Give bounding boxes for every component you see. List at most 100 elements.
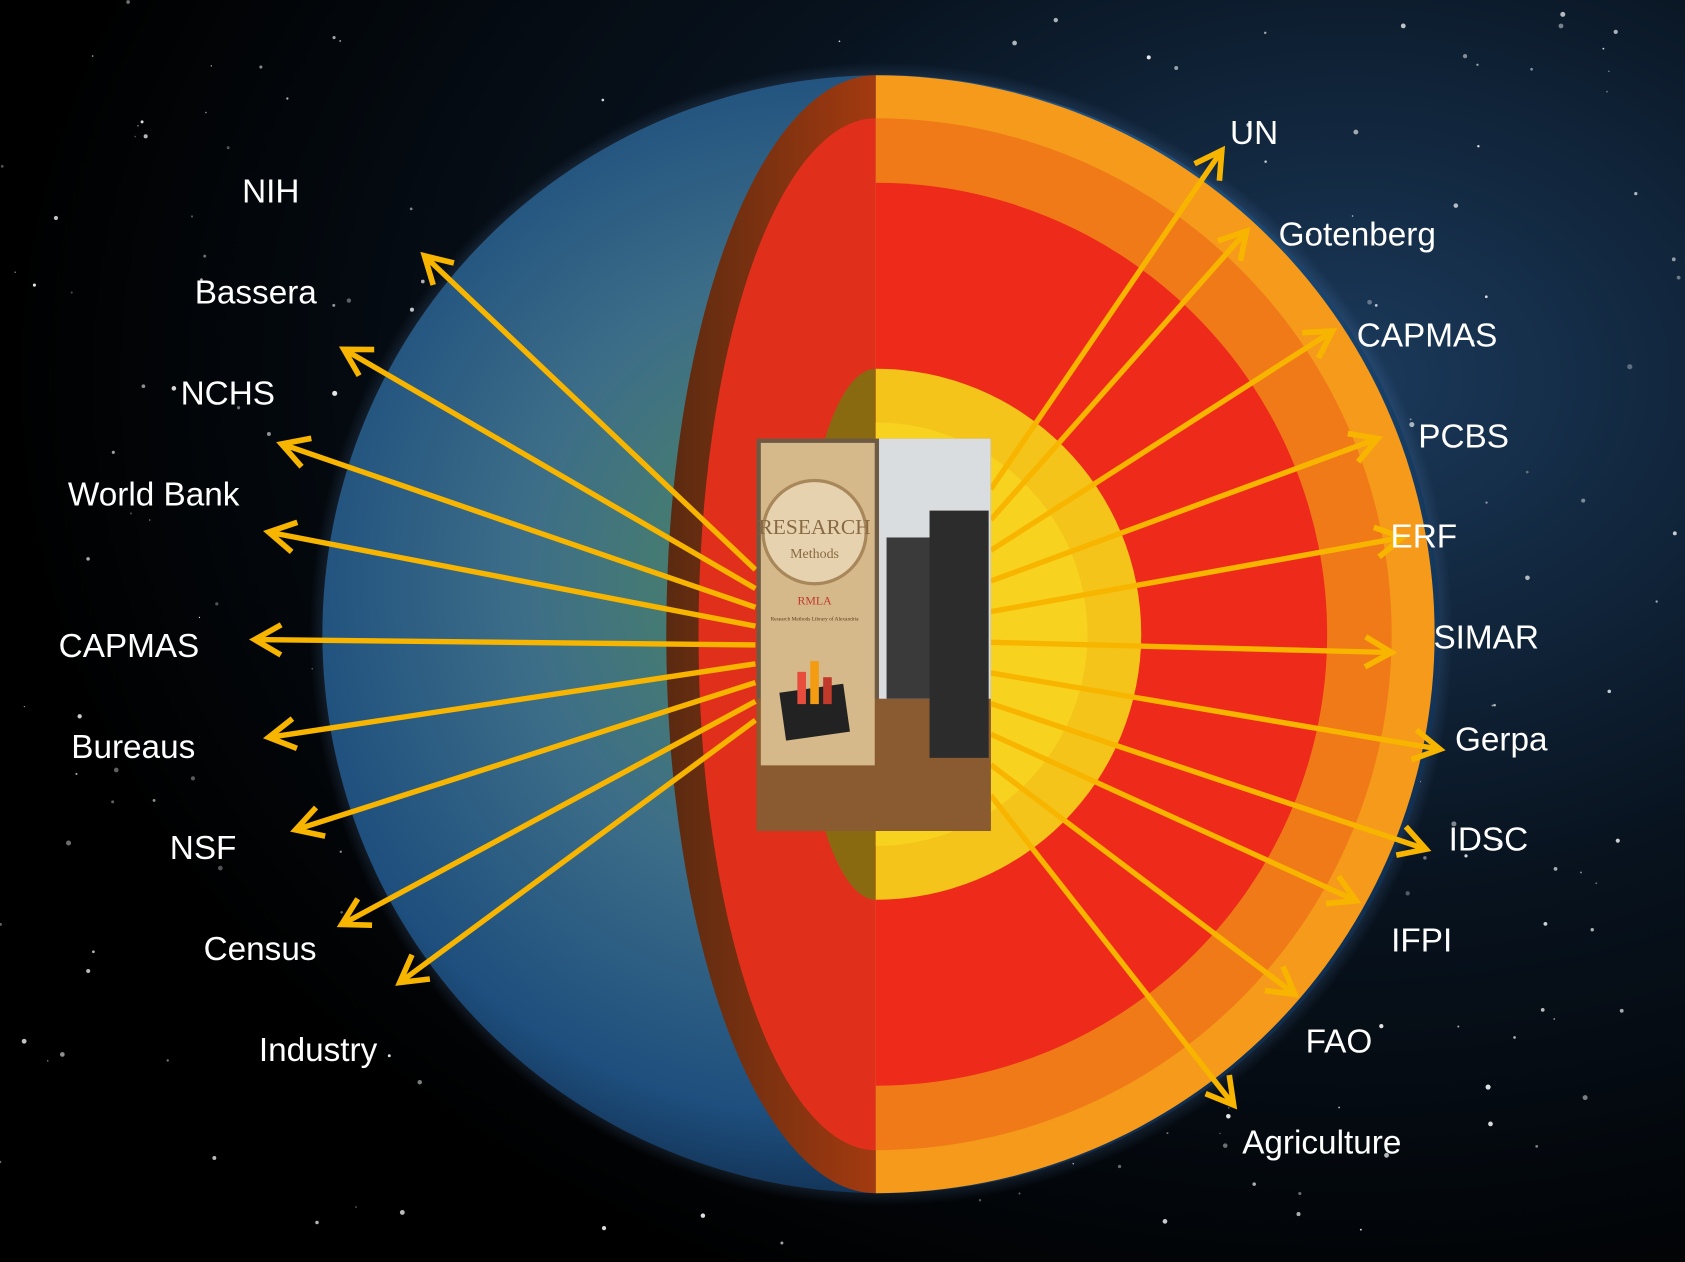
star: [1222, 1143, 1228, 1148]
star: [1580, 871, 1582, 874]
star: [1497, 842, 1502, 847]
source-label: IFPI: [1391, 923, 1452, 960]
star: [1018, 1192, 1021, 1195]
source-label: Census: [204, 931, 317, 968]
star: [1543, 921, 1548, 926]
star: [91, 55, 94, 57]
star: [226, 146, 230, 150]
star: [1246, 122, 1251, 127]
star: [111, 800, 115, 804]
star: [339, 850, 342, 853]
star: [1513, 1036, 1516, 1039]
star: [1264, 31, 1267, 35]
star: [1423, 856, 1427, 860]
source-label: Gerpa: [1455, 722, 1548, 759]
arrow: [988, 226, 1251, 522]
source-label: PCBS: [1418, 418, 1509, 455]
star: [111, 450, 115, 454]
star: [1602, 47, 1605, 50]
star: [1615, 838, 1620, 843]
star: [315, 1220, 319, 1225]
arrow: [336, 699, 757, 929]
poster-acronym: RMLA: [797, 594, 832, 608]
star: [205, 111, 207, 114]
star: [1581, 498, 1586, 503]
arrow: [989, 430, 1383, 584]
star: [1491, 704, 1494, 707]
star: [86, 969, 91, 974]
star: [1457, 1025, 1460, 1028]
source-label: ERF: [1391, 518, 1458, 555]
star: [1359, 1228, 1362, 1231]
arrow: [988, 145, 1226, 491]
star: [978, 1198, 982, 1202]
star: [1553, 1018, 1556, 1020]
star: [0, 922, 2, 926]
arrow: [276, 435, 757, 610]
star: [1405, 891, 1410, 896]
arrow: [990, 524, 1408, 615]
star: [1525, 470, 1529, 474]
source-label: NIH: [242, 173, 299, 210]
star: [1353, 129, 1359, 135]
star: [417, 1080, 422, 1085]
star: [700, 1213, 706, 1218]
star: [1540, 1007, 1545, 1012]
star: [1560, 11, 1566, 17]
star: [113, 767, 119, 773]
star: [1351, 215, 1354, 217]
source-label: Gotenberg: [1279, 216, 1436, 253]
star: [140, 120, 144, 124]
star: [0, 1160, 2, 1164]
star: [332, 303, 336, 307]
star: [1493, 703, 1496, 707]
source-label: World Bank: [68, 476, 240, 513]
arrow: [989, 731, 1362, 907]
star: [332, 390, 338, 396]
star: [1671, 257, 1676, 262]
star: [259, 65, 263, 69]
star: [1476, 63, 1479, 66]
star: [1252, 1182, 1256, 1186]
star: [1530, 67, 1533, 71]
arrow: [989, 328, 1338, 553]
star: [1228, 1107, 1230, 1109]
star: [420, 279, 425, 284]
star: [126, 0, 130, 4]
star: [143, 134, 148, 139]
star: [23, 706, 26, 708]
star: [1535, 1144, 1539, 1148]
star: [171, 386, 177, 391]
star: [215, 602, 219, 606]
star: [130, 512, 132, 515]
star: [212, 1156, 217, 1160]
star: [66, 840, 72, 846]
star: [286, 97, 289, 100]
poster-graphic: [823, 677, 832, 705]
poster-graphic: [779, 683, 850, 741]
star: [166, 1059, 169, 1062]
arrow: [290, 680, 757, 839]
star: [1595, 882, 1598, 885]
labels: NIH Bassera NCHS World Bank CAPMAS Bureaus NSF…: [59, 115, 1548, 1161]
star: [1453, 203, 1459, 208]
star: [1400, 23, 1406, 29]
star: [70, 291, 73, 294]
star: [1619, 1008, 1624, 1013]
star: [1608, 70, 1610, 73]
star: [1477, 145, 1480, 148]
arrows: [248, 145, 1446, 1110]
source-label: SIMAR: [1433, 619, 1538, 656]
star: [1162, 1219, 1168, 1224]
star: [1166, 1132, 1169, 1135]
star: [53, 215, 59, 221]
star: [346, 298, 352, 303]
star: [601, 1226, 607, 1231]
star: [1655, 600, 1658, 603]
star: [1226, 1113, 1231, 1119]
star: [198, 616, 201, 619]
star: [1367, 299, 1373, 305]
poster-title: RESEARCH: [758, 515, 870, 539]
star: [1590, 927, 1594, 932]
